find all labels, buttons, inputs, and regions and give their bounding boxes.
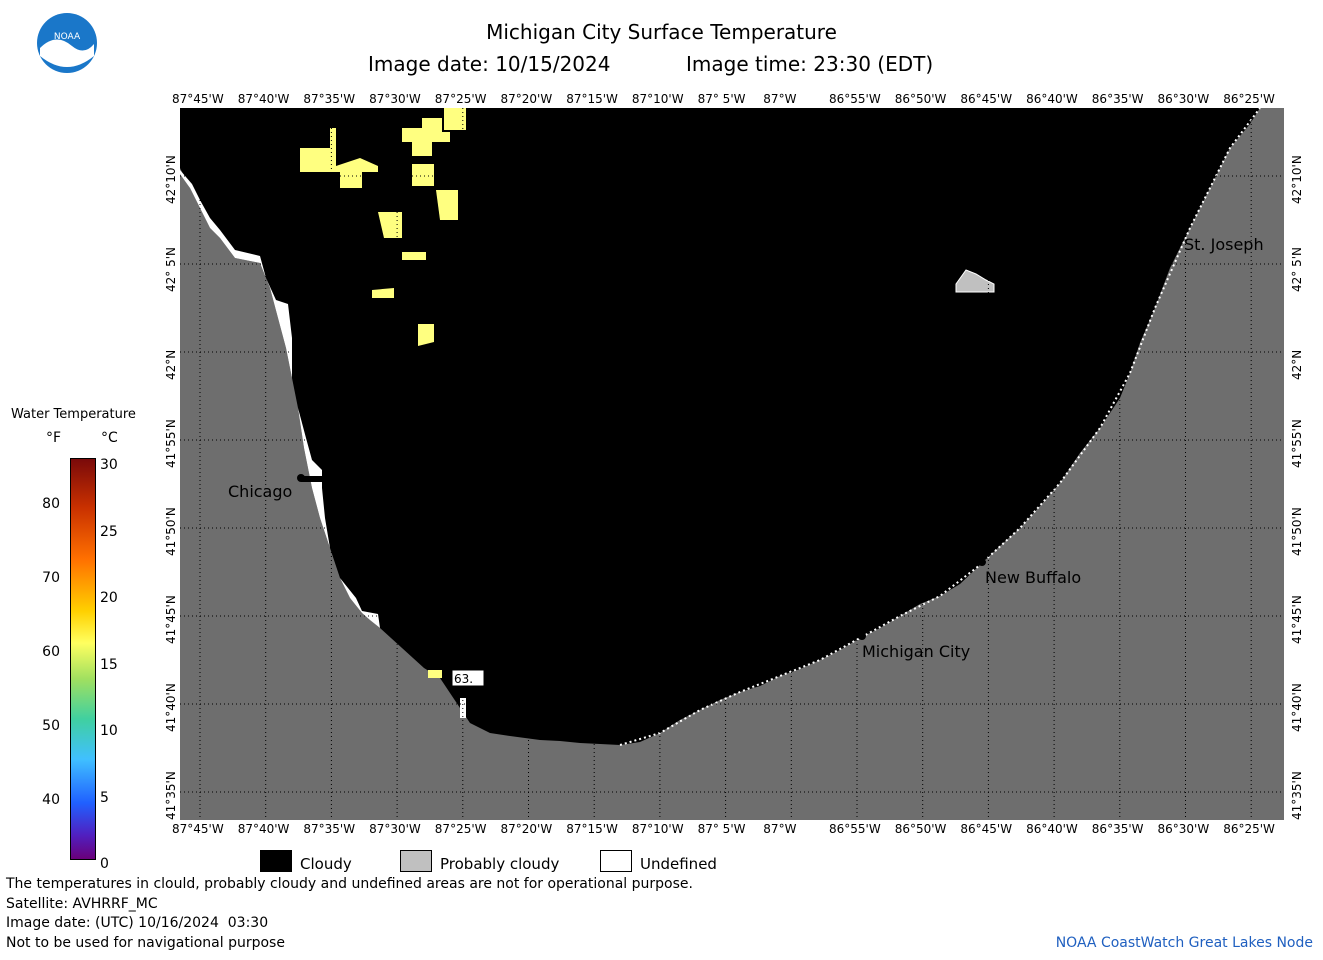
city-label-chicago: Chicago (228, 482, 293, 501)
lon-tick-top: 86°30'W (1157, 92, 1210, 106)
city-label-michigan-city: Michigan City (862, 642, 971, 661)
color-scale-bar (70, 458, 96, 860)
lat-tick-left: 41°40'N (164, 683, 178, 732)
lon-tick-top: 87° 5'W (697, 92, 746, 106)
st-joseph-marker (1182, 220, 1190, 228)
lon-tick-bottom: 87°20'W (500, 822, 553, 836)
lon-tick-bottom: 87°30'W (369, 822, 421, 836)
lon-tick-top: 87°25'W (434, 92, 487, 106)
lon-tick-top: 86°45'W (960, 92, 1013, 106)
chicago-pier (301, 476, 323, 482)
page-title: Michigan City Surface Temperature (486, 20, 837, 44)
lon-tick-top: 87°30'W (369, 92, 421, 106)
lat-tick-right: 42°N (1290, 349, 1304, 380)
graticule (180, 108, 1284, 820)
lat-tick-right: 41°55'N (1290, 419, 1304, 468)
legend-swatch-undefined (600, 850, 632, 872)
lon-tick-bottom: 86°45'W (960, 822, 1013, 836)
lon-tick-bottom: 86°30'W (1157, 822, 1210, 836)
lon-tick-top: 87°10'W (631, 92, 684, 106)
lat-tick-right: 41°40'N (1290, 683, 1304, 732)
legend-swatch-probably-cloudy (400, 850, 432, 872)
legend-label-probably-cloudy: Probably cloudy (440, 855, 560, 873)
scale-tick-f: 40 (42, 792, 60, 808)
scale-tick-c: 20 (100, 590, 118, 606)
scale-unit-f: °F (46, 430, 62, 446)
lon-tick-top: 87°45'W (172, 92, 224, 106)
footer-nav-warning: Not to be used for navigational purpose (6, 935, 285, 951)
lat-tick-left: 41°35'N (164, 771, 178, 820)
footer-credit: NOAA CoastWatch Great Lakes Node (1055, 935, 1313, 951)
lon-tick-bottom: 86°25'W (1223, 822, 1275, 836)
city-label-st-joseph: St. Joseph (1184, 235, 1264, 254)
lon-tick-top: 87°35'W (303, 92, 356, 106)
scale-tick-c: 30 (100, 457, 118, 473)
lat-tick-left: 42°N (164, 349, 178, 380)
lat-tick-right: 41°45'N (1290, 595, 1304, 644)
image-time: Image time: 23:30 (EDT) (686, 52, 934, 76)
lon-tick-bottom: 87°45'W (172, 822, 224, 836)
sst-map: 63. (180, 108, 1284, 820)
lat-tick-left: 42°10'N (164, 155, 178, 204)
lon-tick-bottom: 87°35'W (303, 822, 356, 836)
lon-tick-top: 86°50'W (894, 92, 947, 106)
map-value-box (451, 669, 485, 687)
lon-tick-bottom: 87°10'W (631, 822, 684, 836)
scale-unit-c: °C (101, 430, 118, 446)
legend-swatch-cloudy (260, 850, 292, 872)
lon-tick-bottom: 87° 5'W (697, 822, 746, 836)
scale-tick-c: 0 (100, 856, 109, 872)
lon-tick-bottom: 87°W (763, 822, 797, 836)
lon-tick-top: 86°40'W (1026, 92, 1078, 106)
lat-tick-left: 41°50'N (164, 507, 178, 556)
lon-tick-bottom: 86°50'W (894, 822, 947, 836)
scale-tick-f: 80 (42, 496, 60, 512)
lon-tick-bottom: 86°55'W (829, 822, 881, 836)
lon-tick-bottom: 87°40'W (237, 822, 290, 836)
footer-satellite: Satellite: AVHRRF_MC (6, 896, 158, 912)
lon-tick-top: 87°15'W (566, 92, 618, 106)
probably-cloudy-patch (955, 269, 995, 293)
lon-tick-top: 87°W (763, 92, 797, 106)
scale-tick-f: 50 (42, 718, 60, 734)
lon-tick-bottom: 87°25'W (434, 822, 487, 836)
lat-tick-right: 41°35'N (1290, 771, 1304, 820)
new-buffalo-marker (978, 558, 986, 566)
lat-tick-left: 41°55'N (164, 419, 178, 468)
scale-tick-c: 10 (100, 723, 118, 739)
scale-tick-c: 15 (100, 656, 118, 673)
lon-tick-bottom: 86°40'W (1026, 822, 1078, 836)
scale-tick-f: 60 (42, 644, 60, 660)
city-label-new-buffalo: New Buffalo (985, 568, 1082, 587)
legend-label-cloudy: Cloudy (300, 855, 352, 873)
lat-tick-right: 42° 5'N (1290, 247, 1304, 292)
lon-tick-top: 86°25'W (1223, 92, 1275, 106)
scale-title: Water Temperature (11, 407, 136, 422)
michigan-city-marker (858, 632, 866, 640)
scale-tick-f: 70 (42, 570, 60, 586)
lat-tick-right: 42°10'N (1290, 155, 1304, 204)
noaa-logo-icon: NOAA (37, 13, 97, 73)
image-date: Image date: 10/15/2024 (368, 52, 611, 76)
map-value-label: 63. (454, 672, 473, 686)
lat-tick-right: 41°50'N (1290, 507, 1304, 556)
lat-tick-left: 42° 5'N (164, 247, 178, 292)
noaa-logo: NOAA (36, 12, 98, 74)
lon-tick-top: 86°35'W (1091, 92, 1144, 106)
footer-utc-date: Image date: (UTC) 10/16/2024 03:30 (6, 915, 269, 931)
lon-tick-bottom: 86°35'W (1091, 822, 1144, 836)
noaa-logo-text: NOAA (54, 32, 81, 42)
lon-tick-top: 87°40'W (237, 92, 290, 106)
legend-label-undefined: Undefined (640, 855, 717, 873)
lon-tick-top: 86°55'W (829, 92, 881, 106)
lon-tick-top: 87°20'W (500, 92, 553, 106)
footer-note: The temperatures in clould, probably clo… (6, 876, 693, 892)
scale-tick-c: 25 (100, 523, 118, 540)
scale-tick-c: 5 (100, 789, 109, 806)
land-west (180, 108, 1284, 820)
lon-tick-bottom: 87°15'W (566, 822, 618, 836)
lat-tick-left: 41°45'N (164, 595, 178, 644)
